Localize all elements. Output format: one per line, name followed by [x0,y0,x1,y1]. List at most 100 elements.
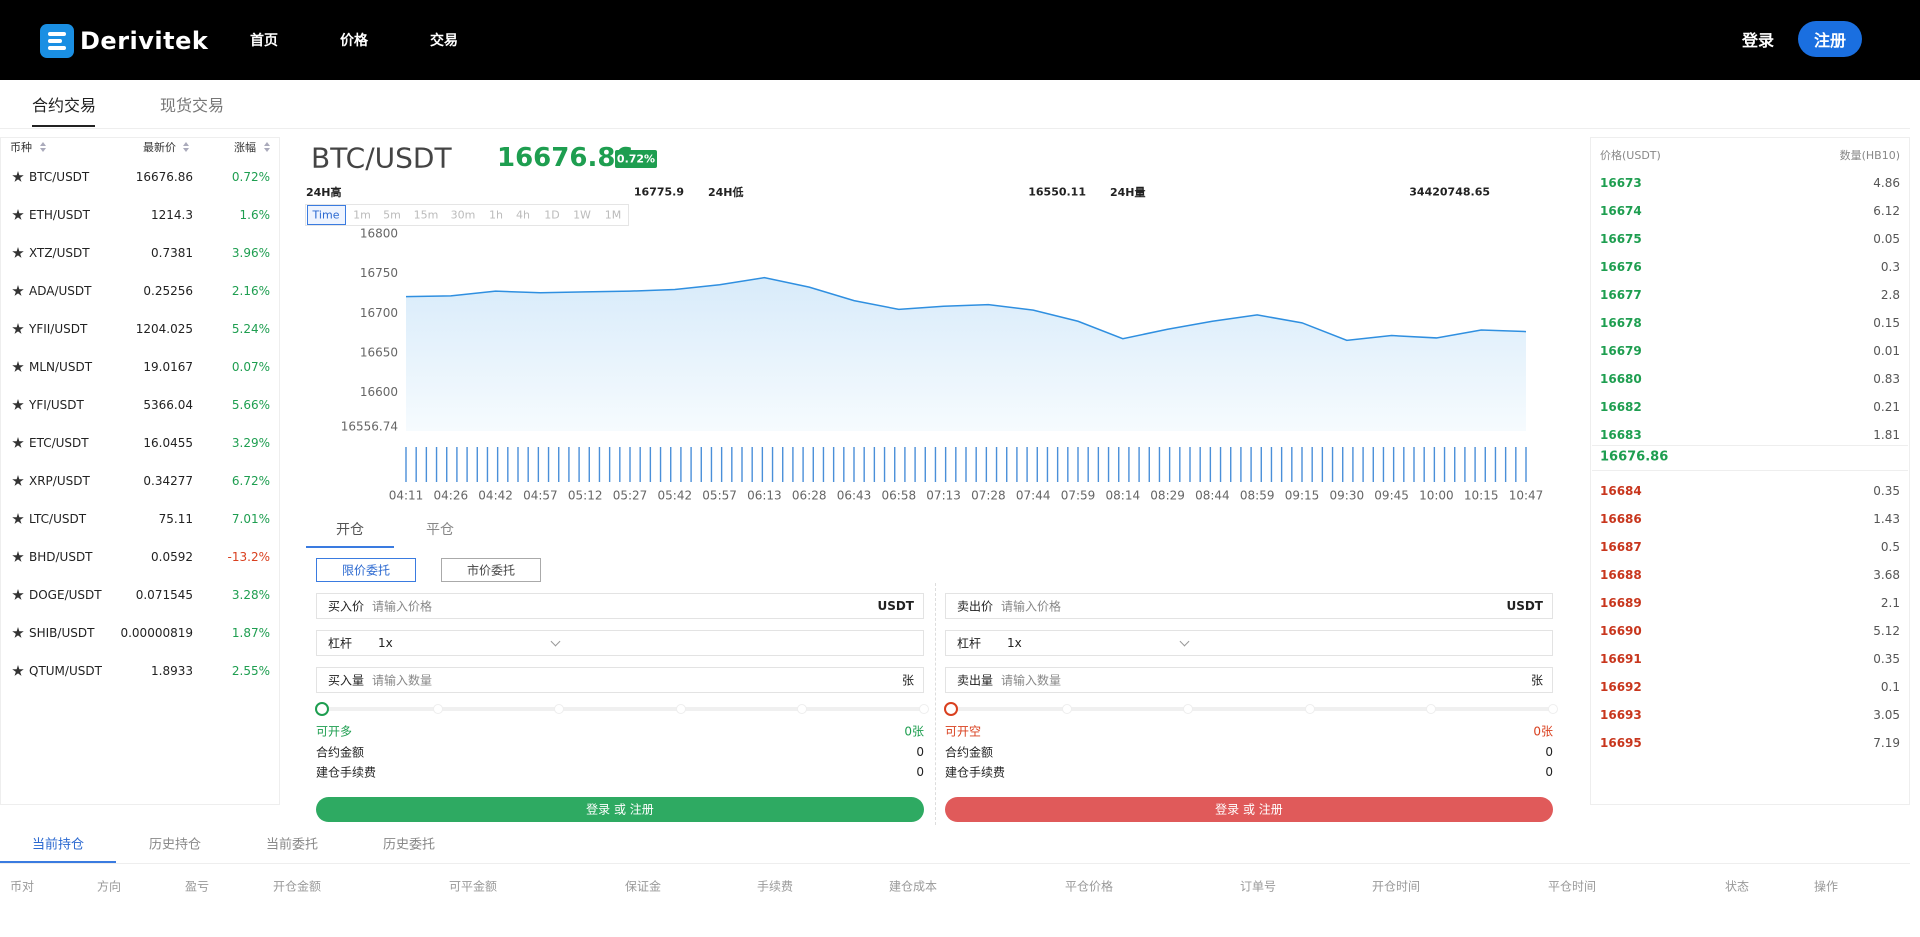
favorite-star[interactable] [12,361,24,372]
y-tick-label: 16800 [360,227,398,241]
timeframe-button[interactable]: 30m [450,208,476,222]
ask-price[interactable]: 16683 [1600,428,1642,442]
market-tab[interactable]: 合约交易 [32,96,97,115]
submit-text[interactable]: 登录 或 注册 [1215,802,1283,817]
market-tab[interactable]: 现货交易 [160,96,225,115]
bid-price[interactable]: 16693 [1600,708,1642,722]
ask-price[interactable]: 16678 [1600,316,1642,330]
bid-price[interactable]: 16689 [1600,596,1642,610]
nav-link[interactable]: 交易 [430,33,458,49]
register-text[interactable]: 注册 [1813,31,1847,50]
bid-price[interactable]: 16687 [1600,540,1642,554]
order-type-button[interactable] [316,558,416,582]
pair-name[interactable]: QTUM/USDT [29,664,102,678]
trade-tab[interactable]: 开仓 [336,522,364,538]
pair-name[interactable]: SHIB/USDT [29,626,95,640]
input-field[interactable] [945,630,1553,656]
favorite-star[interactable] [12,589,24,600]
x-tick-label: 09:45 [1374,489,1409,503]
nav-link[interactable]: 首页 [250,33,278,49]
favorite-star[interactable] [12,513,24,524]
bid-price[interactable]: 16691 [1600,652,1642,666]
submit-button[interactable] [316,797,924,822]
pair-name[interactable]: LTC/USDT [29,512,87,526]
ask-price[interactable]: 16682 [1600,400,1642,414]
pair-name[interactable]: BHD/USDT [29,550,93,564]
timeframe-button[interactable]: 1D [544,208,560,222]
slider-track[interactable] [945,707,1553,711]
logo-icon [40,24,74,58]
tab-divider [0,128,1910,129]
position-tab[interactable]: 当前委托 [265,837,319,853]
timeframe-button[interactable]: 4h [516,208,530,222]
input-field[interactable] [316,630,924,656]
pair-name[interactable]: DOGE/USDT [29,588,102,602]
ask-price[interactable]: 16675 [1600,232,1642,246]
bid-amount: 1.43 [1873,512,1900,526]
pair-name[interactable]: XRP/USDT [29,474,90,488]
order-type-text[interactable]: 限价委托 [341,563,391,578]
favorite-star[interactable] [12,437,24,448]
bid-price[interactable]: 16692 [1600,680,1642,694]
slider-handle[interactable] [315,702,329,716]
pair-name[interactable]: XTZ/USDT [29,246,90,260]
timeframe-button[interactable]: 1W [573,208,591,222]
favorite-star[interactable] [12,285,24,296]
order-type-text[interactable]: 市价委托 [466,563,516,578]
position-tab[interactable]: 历史持仓 [148,837,202,853]
favorite-star[interactable] [12,475,24,486]
timeframe-button[interactable]: 5m [383,208,401,222]
ask-price[interactable]: 16676 [1600,260,1642,274]
ask-amount: 1.81 [1873,428,1900,442]
bid-price[interactable]: 16695 [1600,736,1642,750]
pair-name[interactable]: ETC/USDT [29,436,89,450]
timeframe-button[interactable]: Time [312,208,340,222]
favorite-star[interactable] [12,627,24,638]
favorite-star[interactable] [12,665,24,676]
bid-amount: 3.05 [1873,708,1900,722]
position-tab[interactable]: 历史委托 [382,837,436,853]
ask-price[interactable]: 16674 [1600,204,1642,218]
submit-text[interactable]: 登录 或 注册 [586,802,654,817]
register-button[interactable] [1798,21,1862,57]
ask-price[interactable]: 16677 [1600,288,1642,302]
order-type-button[interactable] [441,558,541,582]
input-field[interactable] [316,593,924,619]
trade-tab[interactable]: 平仓 [426,522,454,538]
bid-price[interactable]: 16690 [1600,624,1642,638]
nav-link[interactable]: 价格 [340,33,368,49]
pair-name[interactable]: YFI/USDT [29,398,84,412]
pair-name[interactable]: MLN/USDT [29,360,93,374]
timeframe-button[interactable]: 1m [353,208,371,222]
timeframe-button[interactable]: 1h [489,208,503,222]
bid-price[interactable]: 16686 [1600,512,1642,526]
bid-amount: 0.5 [1880,540,1900,554]
favorite-star[interactable] [12,171,24,182]
bid-price[interactable]: 16688 [1600,568,1642,582]
input-field[interactable] [945,667,1553,693]
orderbook-divider [1592,470,1908,471]
pair-name[interactable]: ETH/USDT [29,208,90,222]
bid-price[interactable]: 16684 [1600,484,1642,498]
pair-name[interactable]: ADA/USDT [29,284,92,298]
favorite-star[interactable] [12,323,24,334]
slider-handle[interactable] [944,702,958,716]
favorite-star[interactable] [12,209,24,220]
input-field[interactable] [945,593,1553,619]
slider-track[interactable] [316,707,924,711]
ask-price[interactable]: 16673 [1600,176,1642,190]
timeframe-button[interactable]: 15m [413,208,439,222]
position-tab[interactable]: 当前持仓 [31,837,85,853]
favorite-star[interactable] [12,551,24,562]
favorite-star[interactable] [12,247,24,258]
favorite-star[interactable] [12,399,24,410]
slider-dot [797,704,808,714]
pair-name[interactable]: BTC/USDT [29,170,90,184]
ask-price[interactable]: 16679 [1600,344,1642,358]
pair-name[interactable]: YFII/USDT [29,322,88,336]
timeframe-button[interactable]: 1M [604,208,622,222]
input-field[interactable] [316,667,924,693]
login-link[interactable]: 登录 [1742,31,1775,50]
ask-price[interactable]: 16680 [1600,372,1642,386]
submit-button[interactable] [945,797,1553,822]
